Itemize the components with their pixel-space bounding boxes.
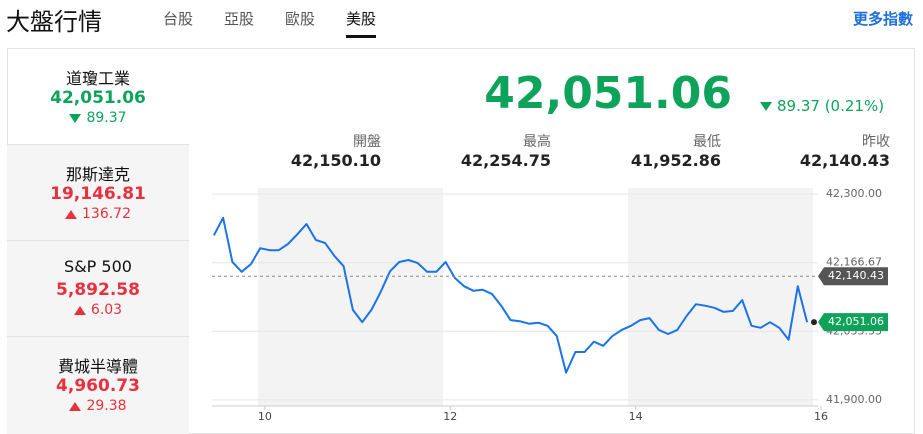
- session-shade: [628, 188, 813, 406]
- last-dot: [811, 319, 817, 326]
- change-text: 89.37 (0.21%): [777, 97, 885, 115]
- index-value: 19,146.81: [50, 184, 146, 204]
- index-name[interactable]: S&P 500: [64, 257, 132, 276]
- separator: [7, 336, 189, 337]
- index-name[interactable]: 費城半導體: [57, 357, 138, 376]
- index-change: 136.72: [7, 206, 189, 222]
- stat-label: 最低: [693, 134, 721, 150]
- x-tick-label: 12: [443, 410, 457, 423]
- stat-value: 41,952.86: [630, 151, 721, 170]
- index-name[interactable]: 那斯達克: [65, 165, 130, 184]
- y-tick-label: 42,166.67: [826, 256, 882, 269]
- index-name[interactable]: 道瓊工業: [65, 69, 130, 88]
- change-text: 136.72: [82, 206, 131, 222]
- market-tab[interactable]: 亞股: [224, 10, 255, 28]
- sidebar-bg: [7, 144, 189, 434]
- stat-value: 42,150.10: [290, 151, 381, 170]
- index-value: 4,960.73: [56, 376, 140, 396]
- y-tick-label: 42,300.00: [826, 187, 882, 200]
- stat-label: 開盤: [353, 134, 381, 150]
- index-value: 42,051.06: [50, 88, 146, 108]
- quote-change: 89.37 (0.21%): [760, 97, 884, 115]
- change-text: 29.38: [86, 398, 127, 414]
- index-change: 6.03: [7, 302, 189, 318]
- page-title: 大盤行情: [6, 8, 102, 36]
- x-tick-label: 14: [629, 410, 643, 423]
- stat-label: 昨收: [862, 134, 890, 150]
- last-label: 42,051.06: [828, 315, 884, 328]
- market-tab[interactable]: 歐股: [285, 10, 316, 28]
- stat-value: 42,140.43: [799, 151, 890, 170]
- last-tag: [818, 313, 888, 332]
- market-tab[interactable]: 美股: [346, 8, 377, 38]
- separator: [7, 144, 189, 145]
- index-change: 29.38: [7, 398, 189, 414]
- stat-value: 42,254.75: [460, 151, 551, 170]
- x-tick-label: 16: [814, 410, 828, 423]
- index-value: 5,892.58: [56, 280, 140, 300]
- reference-tag: [818, 267, 888, 286]
- market-tab[interactable]: 台股: [163, 10, 194, 28]
- price-line: [213, 216, 809, 374]
- change-text: 6.03: [90, 302, 123, 318]
- stat-label: 最高: [523, 134, 551, 150]
- x-tick-label: 10: [258, 410, 272, 423]
- change-text: 89.37: [86, 110, 127, 126]
- index-change: 89.37: [7, 110, 189, 126]
- reference-label: 42,140.43: [828, 269, 884, 282]
- y-tick-label: 41,900.00: [826, 393, 882, 406]
- more-link[interactable]: 更多指數: [852, 10, 913, 28]
- separator: [7, 240, 189, 241]
- quote-price: 42,051.06: [484, 68, 732, 119]
